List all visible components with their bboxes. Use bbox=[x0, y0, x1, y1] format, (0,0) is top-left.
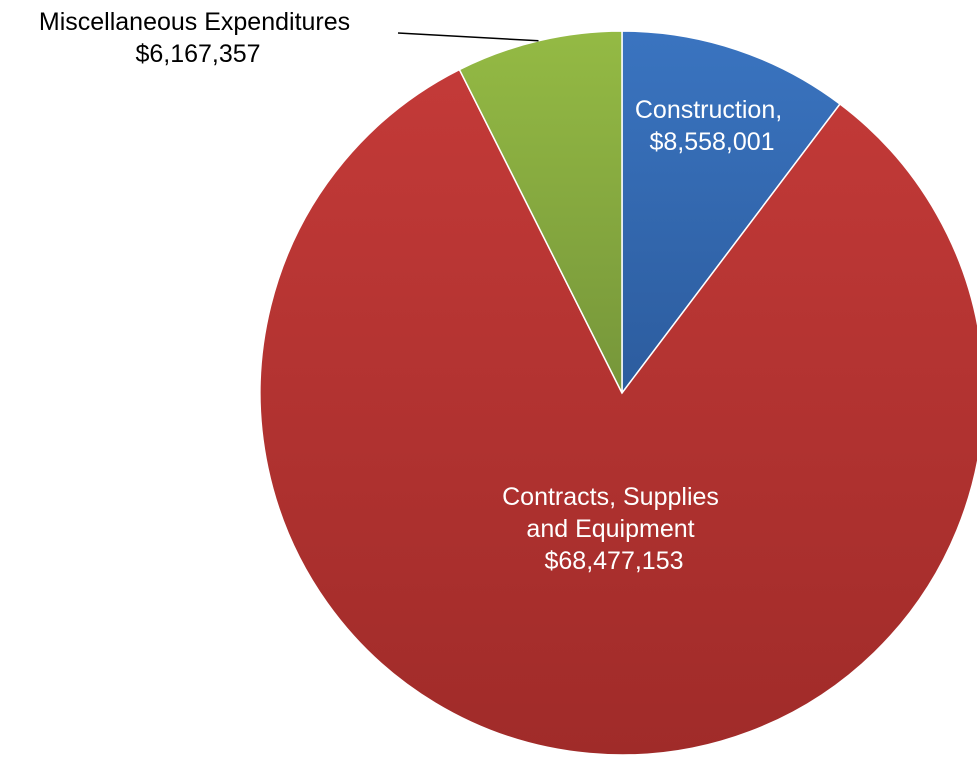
construction-slice bbox=[621, 30, 842, 396]
construction-label: Construction, $8,558,001 bbox=[635, 96, 789, 156]
contracts-label-line2: and Equipment bbox=[526, 515, 694, 543]
misc-label: Miscellaneous Expenditures $6,167,357 bbox=[39, 8, 357, 68]
contracts-slice bbox=[259, 68, 977, 756]
contracts-label-line1: Contracts, Supplies bbox=[502, 483, 719, 511]
contracts-label: Contracts, Supplies and Equipment $68,47… bbox=[502, 483, 726, 575]
misc-leader-line bbox=[397, 32, 539, 42]
construction-label-value: $8,558,001 bbox=[649, 128, 774, 156]
contracts-label-value: $68,477,153 bbox=[544, 547, 683, 575]
misc-label-value: $6,167,357 bbox=[135, 40, 260, 68]
misc-label-name: Miscellaneous Expenditures bbox=[39, 8, 350, 36]
construction-label-name: Construction, bbox=[635, 96, 782, 124]
